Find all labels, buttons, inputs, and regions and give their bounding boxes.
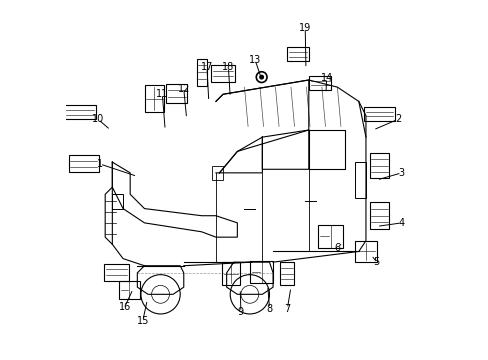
Bar xyxy=(308,76,331,90)
Bar xyxy=(222,262,240,285)
Bar xyxy=(354,241,376,262)
Text: 15: 15 xyxy=(136,316,148,326)
Bar xyxy=(318,225,343,248)
Bar xyxy=(279,262,293,285)
Bar xyxy=(144,85,164,112)
Bar xyxy=(364,107,394,121)
Text: 9: 9 xyxy=(237,307,244,317)
Bar xyxy=(64,105,96,119)
Bar xyxy=(104,264,129,281)
Text: 8: 8 xyxy=(266,303,272,314)
Text: 4: 4 xyxy=(398,218,404,228)
Text: 6: 6 xyxy=(334,243,340,253)
Bar xyxy=(369,153,388,178)
Bar xyxy=(68,156,99,172)
Text: 2: 2 xyxy=(394,114,401,124)
Bar xyxy=(119,281,140,299)
Text: 3: 3 xyxy=(398,168,404,178)
Bar xyxy=(165,84,187,103)
Text: 7: 7 xyxy=(284,303,290,314)
Text: 18: 18 xyxy=(222,63,234,72)
Text: 16: 16 xyxy=(119,302,131,312)
Text: 17: 17 xyxy=(201,63,213,72)
Text: 1: 1 xyxy=(97,159,102,169)
Bar xyxy=(354,162,365,198)
Bar xyxy=(211,65,234,82)
Text: 12: 12 xyxy=(177,84,189,94)
Text: 14: 14 xyxy=(320,73,332,83)
Text: 13: 13 xyxy=(248,55,261,65)
Text: 11: 11 xyxy=(156,89,168,99)
Bar xyxy=(249,261,273,283)
Text: 5: 5 xyxy=(373,257,379,267)
Circle shape xyxy=(259,75,263,79)
Text: 10: 10 xyxy=(92,114,104,124)
Bar xyxy=(287,48,308,61)
Bar xyxy=(197,59,207,86)
Bar xyxy=(369,202,388,229)
Text: 19: 19 xyxy=(299,23,311,33)
